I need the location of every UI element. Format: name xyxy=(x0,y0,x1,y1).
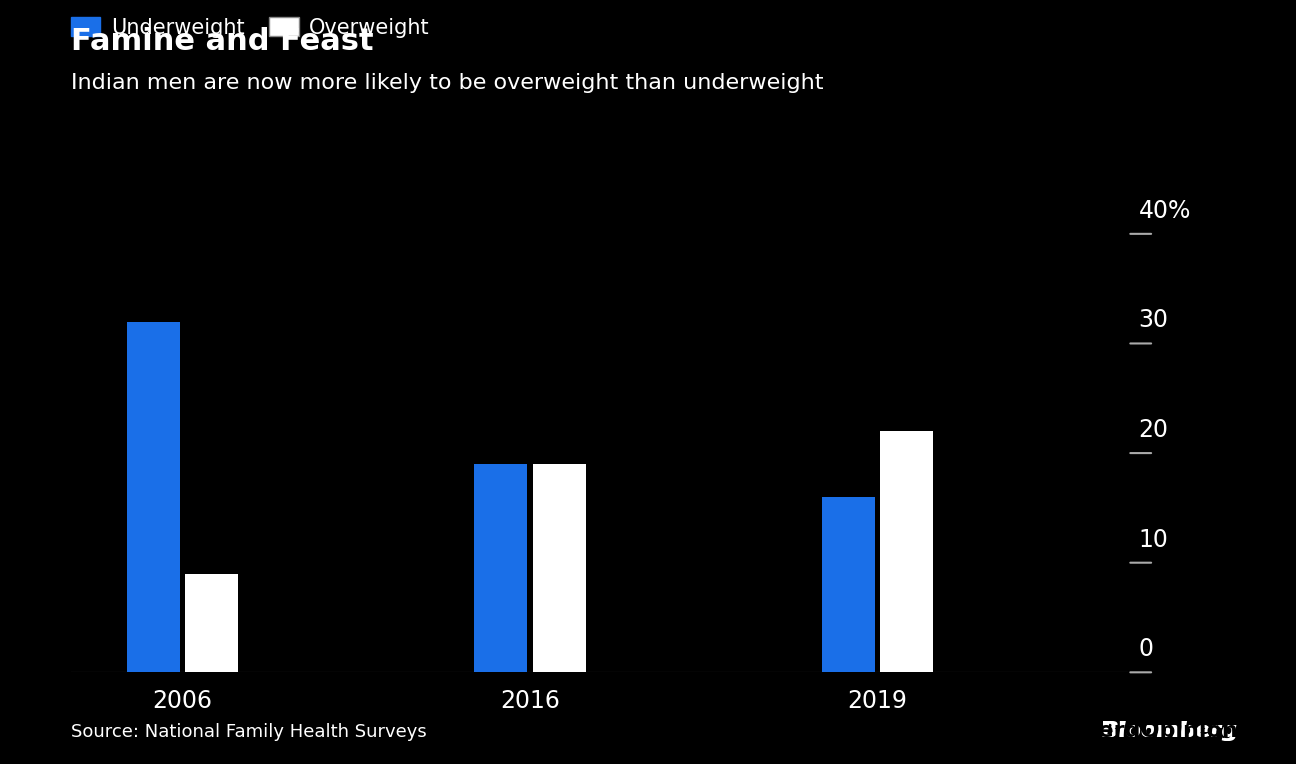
Bar xyxy=(127,322,180,672)
Text: 30: 30 xyxy=(1139,309,1169,332)
Text: Indian men are now more likely to be overweight than underweight: Indian men are now more likely to be ove… xyxy=(71,73,824,92)
Text: Bloomberg: Bloomberg xyxy=(1102,721,1238,741)
Text: Source: National Family Health Surveys: Source: National Family Health Surveys xyxy=(71,723,426,741)
Text: Bloomberg: Bloomberg xyxy=(1102,721,1238,741)
Text: 0: 0 xyxy=(1139,637,1153,661)
Legend: Underweight, Overweight: Underweight, Overweight xyxy=(71,17,429,37)
Text: 40%: 40% xyxy=(1139,199,1191,223)
Bar xyxy=(533,464,586,672)
Bar xyxy=(880,431,933,672)
Text: BloombergOpinion: BloombergOpinion xyxy=(1004,721,1238,741)
Bar xyxy=(185,574,238,672)
Bar xyxy=(474,464,527,672)
Text: 10: 10 xyxy=(1139,528,1169,552)
Text: 20: 20 xyxy=(1139,418,1169,442)
Bar xyxy=(822,497,875,672)
Text: Famine and Feast: Famine and Feast xyxy=(71,27,375,56)
